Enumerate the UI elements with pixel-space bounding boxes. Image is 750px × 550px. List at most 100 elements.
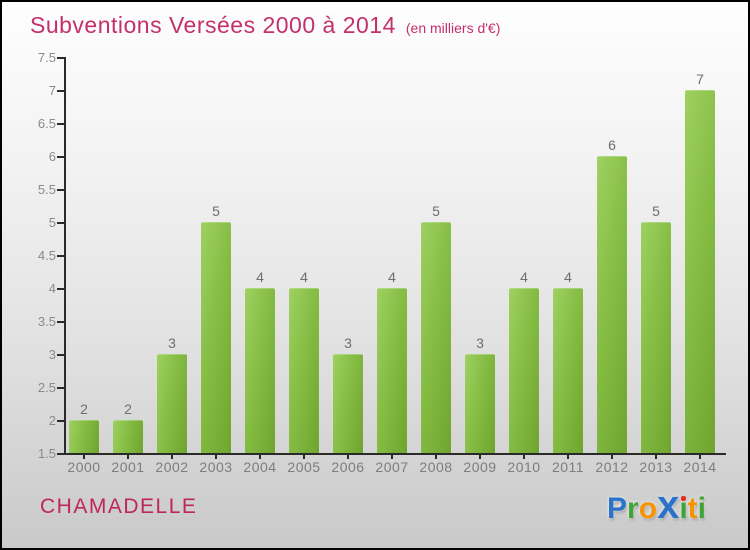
x-axis-label: 2010: [507, 459, 541, 475]
bar-value-label: 4: [520, 269, 528, 285]
x-axis-label: 2005: [287, 459, 321, 475]
bar-value-label: 5: [212, 203, 220, 219]
bar-value-label: 4: [256, 269, 264, 285]
y-tick-label: 4.5: [37, 248, 56, 263]
x-tick-mark: [127, 455, 129, 459]
y-tick-mark: [57, 57, 64, 59]
x-axis-label: 2008: [419, 459, 453, 475]
x-axis-label: 2012: [595, 459, 629, 475]
x-tick-mark: [347, 455, 349, 459]
x-axis-line: [64, 453, 726, 455]
y-tick-label: 3.5: [37, 314, 56, 329]
logo-letter: x: [657, 483, 680, 527]
x-axis-label: 2003: [199, 459, 233, 475]
logo-letter: t: [687, 492, 698, 525]
x-tick-mark: [479, 455, 481, 459]
bar-value-label: 3: [168, 335, 176, 351]
bar: [553, 288, 583, 453]
bar: [509, 288, 539, 453]
x-tick-mark: [391, 455, 393, 459]
bar: [245, 288, 275, 453]
bar: [69, 420, 99, 453]
bar-value-label: 3: [476, 335, 484, 351]
x-tick-mark: [215, 455, 217, 459]
y-tick-label: 4: [48, 281, 56, 296]
bar-value-label: 5: [652, 203, 660, 219]
y-tick-mark: [57, 288, 64, 290]
y-tick-mark: [57, 387, 64, 389]
bar: [201, 222, 231, 453]
bar-value-label: 7: [696, 71, 704, 87]
bar-value-label: 4: [564, 269, 572, 285]
y-tick-label: 6.5: [37, 116, 56, 131]
logo-letter: o: [638, 492, 658, 525]
y-tick-mark: [57, 255, 64, 257]
y-tick-label: 1.5: [37, 446, 56, 461]
y-tick-label: 5: [48, 215, 56, 230]
logo-letter: i: [697, 492, 706, 525]
x-axis-label: 2001: [111, 459, 145, 475]
bar: [377, 288, 407, 453]
x-tick-mark: [303, 455, 305, 459]
y-tick-mark: [57, 156, 64, 158]
x-axis-label: 2002: [155, 459, 189, 475]
y-tick-label: 7.5: [37, 50, 56, 65]
bar: [641, 222, 671, 453]
bar: [465, 354, 495, 453]
chart-title-text: Subventions Versées 2000 à 2014: [30, 12, 396, 38]
x-axis-label: 2000: [67, 459, 101, 475]
chart-title: Subventions Versées 2000 à 2014 (en milli…: [30, 12, 500, 39]
x-axis-label: 2011: [551, 459, 585, 475]
x-axis-label: 2009: [463, 459, 497, 475]
x-tick-mark: [259, 455, 261, 459]
org-name: CHAMADELLE: [40, 495, 198, 518]
bar-value-label: 4: [300, 269, 308, 285]
chart-subtitle: (en milliers d'€): [405, 20, 501, 36]
x-axis-label: 2007: [375, 459, 409, 475]
x-axis-label: 2013: [639, 459, 673, 475]
x-tick-mark: [83, 455, 85, 459]
bar-value-label: 3: [344, 335, 352, 351]
y-axis-line: [64, 57, 66, 455]
x-axis-label: 2004: [243, 459, 277, 475]
y-tick-mark: [57, 321, 64, 323]
y-tick-mark: [57, 189, 64, 191]
y-tick-mark: [57, 453, 64, 455]
y-tick-label: 2.5: [37, 380, 56, 395]
y-tick-label: 2: [48, 413, 56, 428]
y-tick-mark: [57, 123, 64, 125]
logo-letter-dot: [681, 496, 687, 501]
x-tick-mark: [435, 455, 437, 459]
bar: [157, 354, 187, 453]
logo-letter: P: [607, 492, 628, 525]
bar: [113, 420, 143, 453]
y-tick-mark: [57, 90, 64, 92]
y-tick-label: 7: [48, 83, 56, 98]
y-tick-mark: [57, 222, 64, 224]
x-tick-mark: [171, 455, 173, 459]
x-axis-label: 2014: [683, 459, 717, 475]
x-tick-mark: [567, 455, 569, 459]
proxiti-logo: Proxı ti: [607, 483, 706, 531]
logo-letter: ı: [679, 492, 688, 525]
x-tick-mark: [611, 455, 613, 459]
y-tick-mark: [57, 354, 64, 356]
bar-value-label: 2: [80, 401, 88, 417]
bar: [333, 354, 363, 453]
bar-value-label: 4: [388, 269, 396, 285]
bar-value-label: 2: [124, 401, 132, 417]
y-tick-label: 5.5: [37, 182, 56, 197]
x-tick-mark: [523, 455, 525, 459]
y-tick-label: 3: [48, 347, 56, 362]
bar: [421, 222, 451, 453]
x-tick-mark: [655, 455, 657, 459]
bar-value-label: 5: [432, 203, 440, 219]
logo-letter: r: [627, 492, 639, 525]
bar: [597, 156, 627, 453]
y-tick-label: 6: [48, 149, 56, 164]
bar: [685, 90, 715, 453]
x-tick-mark: [699, 455, 701, 459]
y-tick-mark: [57, 420, 64, 422]
bar: [289, 288, 319, 453]
